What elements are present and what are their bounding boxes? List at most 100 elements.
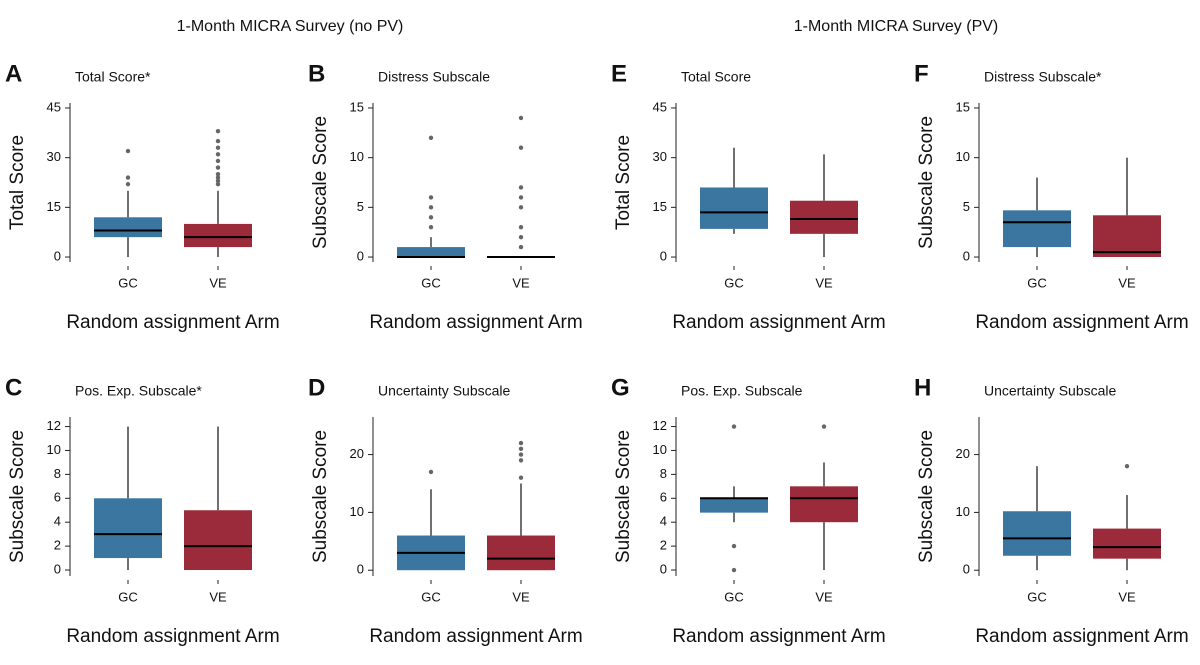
- panel-letter: B: [308, 60, 325, 87]
- y-axis-title: Subscale Score: [310, 116, 331, 249]
- box: [397, 247, 465, 258]
- panel-letter: F: [914, 60, 929, 87]
- outlier: [215, 152, 221, 157]
- outlier: [821, 424, 827, 429]
- y-tick-label: 2: [54, 538, 61, 553]
- y-tick-label: 0: [54, 248, 61, 263]
- x-tick-label: VE: [1118, 589, 1136, 604]
- y-tick-label: 20: [956, 446, 970, 461]
- y-tick-label: 0: [357, 562, 364, 577]
- y-tick-label: 10: [350, 149, 364, 164]
- y-tick-label: 10: [47, 442, 61, 457]
- box: [700, 498, 768, 513]
- outlier: [125, 181, 131, 187]
- panel-letter: A: [5, 60, 22, 87]
- panel: A Total Score* Total Score Random assignmen…: [5, 60, 280, 333]
- x-tick-label: GC: [421, 589, 441, 604]
- y-axis-title: Subscale Score: [310, 430, 331, 563]
- outlier: [518, 244, 524, 250]
- y-tick-label: 15: [653, 199, 667, 214]
- panel-letter: H: [914, 374, 931, 401]
- outlier: [731, 567, 737, 573]
- outlier: [215, 158, 221, 164]
- x-tick-label: GC: [118, 275, 138, 290]
- x-tick-label: GC: [724, 589, 744, 604]
- outlier: [215, 175, 221, 180]
- y-tick-label: 15: [350, 99, 364, 114]
- outlier: [518, 458, 524, 463]
- y-tick-label: 10: [350, 504, 364, 519]
- outlier: [215, 128, 221, 134]
- outlier: [215, 178, 221, 184]
- x-tick-label: VE: [815, 589, 833, 604]
- box: [1003, 210, 1071, 248]
- x-axis-title: Random assignment Arm: [369, 312, 582, 333]
- outlier: [518, 145, 524, 150]
- outlier: [518, 475, 524, 480]
- outlier: [428, 205, 434, 210]
- box: [94, 217, 162, 238]
- panel-title: Uncertainty Subscale: [984, 383, 1117, 399]
- x-tick-label: GC: [1027, 589, 1047, 604]
- box: [1093, 528, 1161, 559]
- y-tick-label: 2: [660, 538, 667, 553]
- y-tick-label: 4: [660, 514, 667, 529]
- y-tick-label: 4: [54, 514, 61, 529]
- y-axis-title: Subscale Score: [916, 116, 937, 249]
- outlier: [428, 469, 434, 475]
- y-axis-title: Total Score: [7, 135, 28, 230]
- panel: F Distress Subscale* Subscale Score Random …: [914, 60, 1189, 333]
- y-tick-label: 8: [54, 466, 61, 481]
- outlier: [428, 195, 434, 200]
- y-tick-label: 0: [963, 562, 970, 577]
- y-tick-label: 5: [963, 199, 970, 214]
- outlier: [518, 225, 524, 230]
- panel-letter: C: [5, 374, 22, 401]
- panel-letter: E: [611, 60, 627, 87]
- x-tick-label: GC: [421, 275, 441, 290]
- outlier: [215, 172, 221, 177]
- panel-title: Total Score: [681, 69, 751, 85]
- x-tick-label: VE: [512, 589, 530, 604]
- outlier: [518, 115, 524, 121]
- x-tick-label: VE: [209, 589, 227, 604]
- x-tick-label: GC: [724, 275, 744, 290]
- outlier: [215, 165, 221, 170]
- x-axis-title: Random assignment Arm: [66, 312, 279, 333]
- outlier: [125, 148, 131, 154]
- outlier: [215, 138, 221, 144]
- y-tick-label: 45: [653, 99, 667, 114]
- y-tick-label: 10: [956, 149, 970, 164]
- panel: E Total Score Total Score Random assignment…: [611, 60, 886, 333]
- x-axis-title: Random assignment Arm: [369, 626, 582, 647]
- outlier: [518, 195, 524, 200]
- y-axis-title: Subscale Score: [613, 430, 634, 563]
- y-tick-label: 45: [47, 99, 61, 114]
- outlier: [518, 440, 524, 446]
- outlier: [428, 225, 434, 230]
- box: [184, 223, 252, 248]
- y-tick-label: 0: [963, 248, 970, 263]
- y-tick-label: 0: [54, 561, 61, 576]
- panel-title: Pos. Exp. Subscale*: [75, 383, 202, 399]
- y-tick-label: 10: [956, 504, 970, 519]
- y-tick-label: 10: [653, 442, 667, 457]
- panel: B Distress Subscale Subscale Score Random a…: [308, 60, 583, 333]
- outlier: [518, 234, 524, 240]
- y-axis-title: Subscale Score: [916, 430, 937, 563]
- x-tick-label: VE: [815, 275, 833, 290]
- panel-letter: G: [611, 374, 630, 401]
- outlier: [518, 452, 524, 457]
- panel: D Uncertainty Subscale Subscale Score Rando…: [308, 374, 583, 647]
- y-tick-label: 20: [350, 446, 364, 461]
- box: [790, 200, 858, 234]
- outlier: [731, 424, 737, 429]
- y-tick-label: 15: [956, 99, 970, 114]
- x-tick-label: GC: [1027, 275, 1047, 290]
- x-tick-label: VE: [512, 275, 530, 290]
- panel: C Pos. Exp. Subscale* Subscale Score Random…: [5, 374, 280, 647]
- panel-title: Distress Subscale*: [984, 69, 1102, 85]
- outlier: [125, 175, 131, 180]
- outlier: [428, 135, 434, 140]
- x-axis-title: Random assignment Arm: [975, 312, 1188, 333]
